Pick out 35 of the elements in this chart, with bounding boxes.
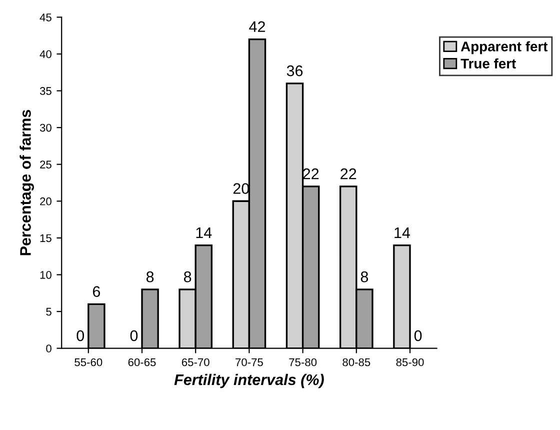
data-label: 36 xyxy=(286,65,303,76)
data-label: 42 xyxy=(249,21,265,32)
y-tick-label: 15 xyxy=(40,234,52,242)
data-label: 14 xyxy=(196,227,212,238)
y-tick-label: 5 xyxy=(46,308,52,316)
data-label: 6 xyxy=(92,286,100,297)
y-tick-label: 45 xyxy=(40,14,52,22)
data-label: 14 xyxy=(394,227,410,238)
y-tick-label: 0 xyxy=(46,344,52,352)
x-tick-label: 80-85 xyxy=(342,358,370,366)
data-label: 8 xyxy=(184,271,192,282)
data-label: 0 xyxy=(76,330,84,342)
data-label: 8 xyxy=(146,271,154,282)
y-tick-label: 40 xyxy=(40,50,52,58)
data-label: 0 xyxy=(414,330,422,342)
y-tick-label: 25 xyxy=(40,160,52,168)
x-tick-label: 65-70 xyxy=(182,358,210,366)
data-label: 22 xyxy=(303,168,319,180)
data-label: 20 xyxy=(233,183,250,194)
y-tick-label: 30 xyxy=(40,124,52,132)
y-tick-label: 10 xyxy=(40,270,52,279)
data-label: 8 xyxy=(360,271,368,282)
y-tick-label: 35 xyxy=(40,87,52,95)
y-tick-label: 20 xyxy=(40,197,52,206)
x-tick-label: 70-75 xyxy=(236,358,263,366)
x-tick-label: 75-80 xyxy=(289,358,317,366)
x-axis-title: Fertility intervals (%) xyxy=(174,374,324,388)
x-tick-label: 60-65 xyxy=(128,358,156,366)
legend-label: True fert xyxy=(460,58,516,69)
x-tick-label: 85-90 xyxy=(396,358,424,366)
y-axis-title: Percentage of farms xyxy=(20,110,34,256)
data-label: 0 xyxy=(130,330,138,342)
data-label: 22 xyxy=(340,168,356,180)
legend-label: Apparent fert xyxy=(460,41,548,54)
x-tick-label: 55-60 xyxy=(74,358,102,366)
